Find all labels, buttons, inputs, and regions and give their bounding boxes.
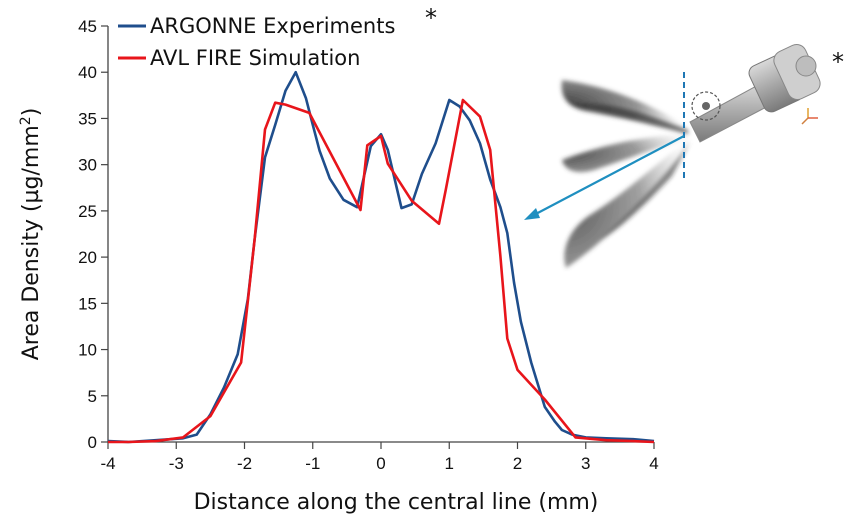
x-axis-title: Distance along the central line (mm): [194, 490, 599, 515]
x-tick-label: 4: [649, 454, 658, 473]
y-tick-label: 0: [88, 433, 97, 452]
injector-body: [689, 44, 821, 143]
pointer-arrow: [524, 135, 685, 220]
series-line-avl: [108, 98, 655, 444]
x-tick-label: 2: [513, 454, 522, 473]
y-tick-label: 15: [78, 294, 97, 313]
y-tick-label: 30: [78, 156, 97, 175]
y-tick-label: 25: [78, 202, 97, 221]
y-tick-label: 45: [78, 17, 97, 36]
x-tick-label: -1: [305, 454, 320, 473]
y-axis-title-close: ): [19, 108, 44, 117]
inset-asterisk: *: [832, 48, 844, 76]
series-line-argonne: [107, 70, 655, 444]
legend: ARGONNE Experiments * AVL FIRE Simulatio…: [118, 4, 437, 70]
x-tick-label: 0: [376, 454, 385, 473]
y-tick-label: 10: [78, 341, 97, 360]
y-tick-label: 20: [78, 248, 97, 267]
y-axis-title-main: Area Density (µg/mm: [19, 125, 44, 360]
series-layer: [107, 70, 655, 444]
y-axis-title: Area Density (µg/mm2): [18, 108, 44, 361]
y-tick-label: 40: [78, 63, 97, 82]
spray-inset-image: [561, 44, 821, 268]
axis-triad-icon: [801, 108, 818, 125]
legend-label-avl: AVL FIRE Simulation: [150, 46, 360, 70]
spray-plume-upper: [561, 80, 688, 134]
axes: 0 5 10 15 20 25 30 35 40 45 -4 -3 -2 -1 0 1 2 3 4: [78, 17, 659, 473]
x-tick-label: 1: [445, 454, 454, 473]
x-tick-label: 3: [581, 454, 590, 473]
x-tick-label: -3: [169, 454, 184, 473]
legend-asterisk-argonne: *: [425, 4, 437, 32]
x-tick-label: -4: [100, 454, 115, 473]
y-tick-label: 5: [88, 387, 97, 406]
legend-label-argonne: ARGONNE Experiments: [150, 14, 395, 38]
x-tick-label: -2: [237, 454, 252, 473]
spray-plume-middle: [562, 134, 688, 173]
spray-plume-lower: [564, 140, 690, 268]
y-tick-label: 35: [78, 109, 97, 128]
y-axis-title-sup: 2: [18, 116, 34, 125]
